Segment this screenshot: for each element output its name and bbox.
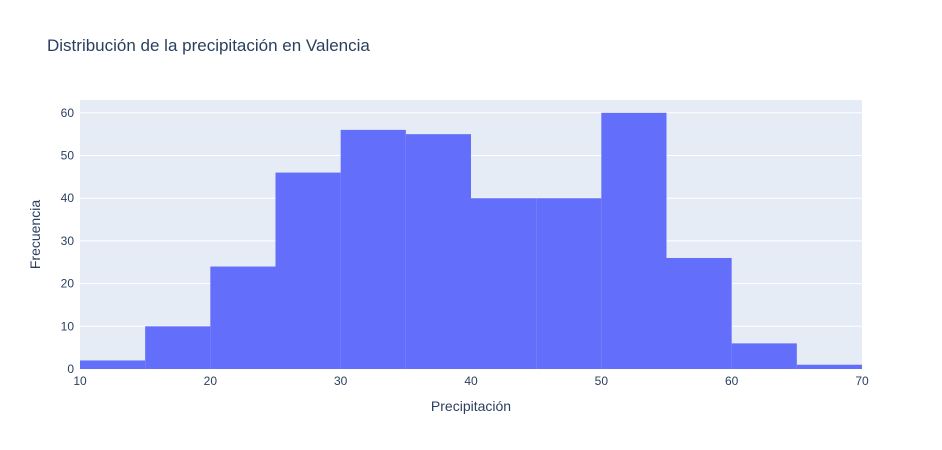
histogram-bar[interactable] bbox=[275, 172, 341, 369]
y-axis-title: Frecuencia bbox=[27, 200, 43, 269]
x-tick-label: 30 bbox=[334, 374, 348, 388]
histogram-bar[interactable] bbox=[145, 326, 211, 369]
x-axis-ticks: 10 20 30 40 50 60 70 bbox=[73, 374, 869, 388]
histogram-bar[interactable] bbox=[80, 360, 146, 369]
y-tick-label: 10 bbox=[61, 319, 75, 333]
x-tick-label: 40 bbox=[464, 374, 478, 388]
x-axis-title: Precipitación bbox=[431, 398, 511, 414]
bars bbox=[80, 112, 862, 370]
histogram-bar[interactable] bbox=[601, 112, 667, 370]
histogram-bar[interactable] bbox=[340, 129, 406, 369]
y-axis-ticks: 0 10 20 30 40 50 60 bbox=[61, 106, 75, 376]
histogram-bar[interactable] bbox=[405, 134, 471, 369]
x-tick-label: 60 bbox=[725, 374, 739, 388]
histogram-bar[interactable] bbox=[666, 257, 732, 369]
histogram-bar[interactable] bbox=[471, 198, 537, 369]
chart-title: Distribución de la precipitación en Vale… bbox=[47, 36, 370, 55]
histogram-bar[interactable] bbox=[210, 266, 276, 369]
y-tick-label: 40 bbox=[61, 191, 75, 205]
x-tick-label: 70 bbox=[855, 374, 869, 388]
x-tick-label: 50 bbox=[595, 374, 609, 388]
x-tick-label: 10 bbox=[73, 374, 87, 388]
y-tick-label: 20 bbox=[61, 277, 75, 291]
histogram-bar[interactable] bbox=[536, 198, 602, 369]
histogram-bar[interactable] bbox=[796, 364, 862, 369]
y-tick-label: 30 bbox=[61, 234, 75, 248]
histogram-bar[interactable] bbox=[731, 343, 797, 369]
y-tick-label: 0 bbox=[67, 362, 74, 376]
y-tick-label: 50 bbox=[61, 149, 75, 163]
x-tick-label: 20 bbox=[204, 374, 218, 388]
y-tick-label: 60 bbox=[61, 106, 75, 120]
